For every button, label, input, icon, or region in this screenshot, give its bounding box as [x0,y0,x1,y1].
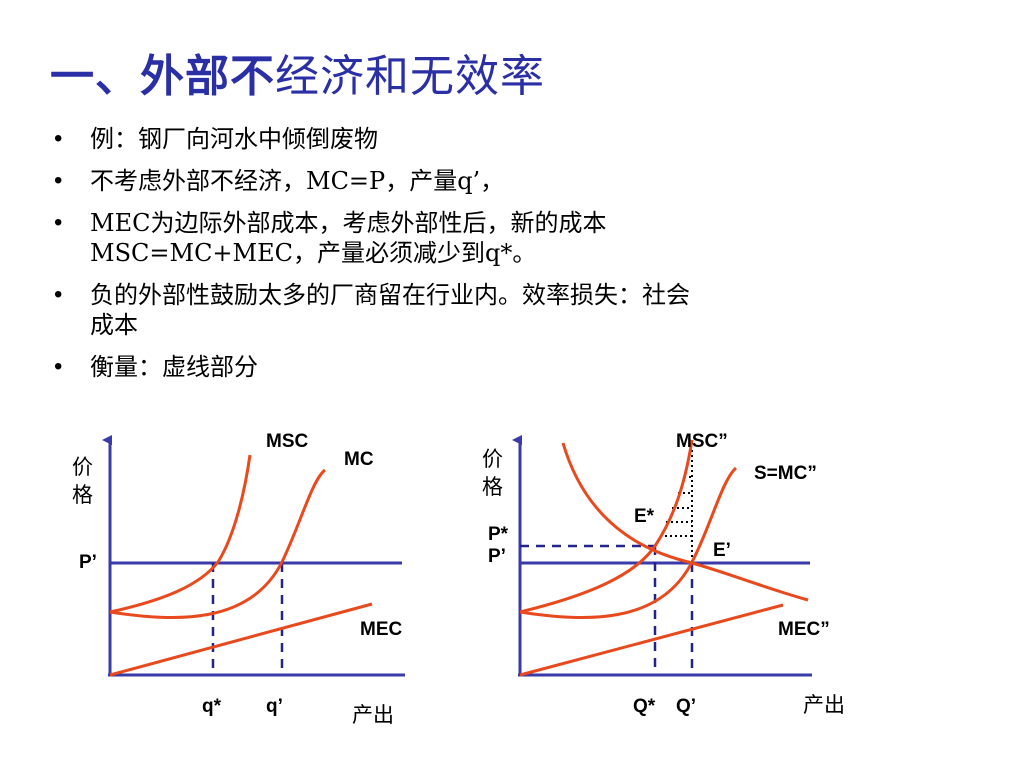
bullet-item-5: • 衡量：虚线部分 [54,353,258,381]
left-q-prime-label: q’ [266,696,283,717]
right-mec-label: MEC” [778,619,830,640]
bullet-item-4: • 负的外部性鼓励太多的厂商留在行业内。效率损失：社会 成本 [54,281,690,339]
left-mc-curve [109,468,327,619]
right-p-prime-label: P’ [488,546,506,567]
left-msc-label: MSC [266,431,309,452]
left-y-axis-label-2: 格 [72,483,93,507]
right-y-axis-label-1: 价 [482,447,503,471]
right-e-star-label: E* [634,506,655,527]
page-title: 一、外部不经济和无效率 [50,40,545,104]
left-q-star-label: q* [202,696,222,717]
right-supply-label: S=MC” [754,463,817,484]
left-price-label: P’ [79,552,97,573]
left-x-axis-label: 产出 [352,703,394,727]
right-q-prime-label: Q’ [676,696,696,717]
right-mec-curve [519,603,784,677]
left-graph: 价 格 P’ MSC MC MEC q* q’ 产出 [72,431,405,727]
bullet-item-1: • 例：钢厂向河水中倾倒废物 [54,125,378,153]
right-x-axis-label: 产出 [803,693,845,717]
right-graph: 价 格 P* P’ MSC” S=MC” E* E’ MEC” Q* Q’ 产出 [482,431,845,717]
left-y-axis-label-1: 价 [72,455,93,479]
left-mec-label: MEC [360,619,403,640]
left-msc-curve [109,454,252,614]
title-bold-part: 一、外部不 [50,51,275,102]
bullet-item-3: • MEC为边际外部成本，考虑外部性后，新的成本 MSC=MC+MEC，产量必须减少… [54,209,607,267]
left-mc-label: MC [344,449,374,470]
right-msc-curve [519,439,694,614]
right-y-axis-label-2: 格 [482,475,503,499]
title-rest-part: 经济和无效率 [275,51,545,102]
right-supply-curve [519,466,738,619]
welfare-loss-area [660,450,693,563]
bullet-list: • 例：钢厂向河水中倾倒废物 • 不考虑外部不经济，MC=P，产量q’， • MEC为… [52,124,982,394]
right-msc-label: MSC” [676,431,728,452]
right-e-prime-label: E’ [713,540,731,561]
right-p-star-label: P* [488,524,509,545]
left-mec-curve [109,602,373,677]
bullet-item-2: • 不考虑外部不经济，MC=P，产量q’， [54,167,505,195]
right-demand-curve [561,442,809,602]
right-q-star-label: Q* [633,696,656,717]
